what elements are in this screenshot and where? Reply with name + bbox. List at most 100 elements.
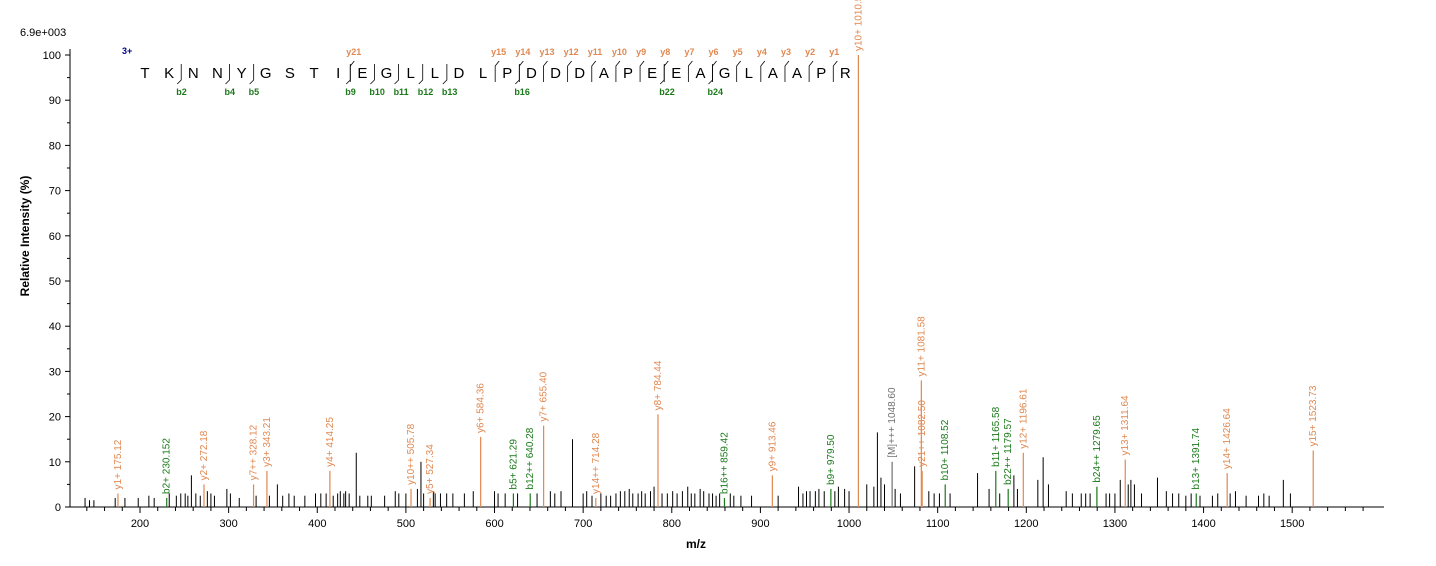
peak-label: b22++ 1179.57 [1003, 418, 1014, 485]
b-ion-label: b24 [708, 87, 724, 97]
peak-label: b2+ 230.152 [162, 438, 173, 494]
y-ion-label: y11 [588, 47, 603, 57]
y-cleavage-mark [615, 60, 621, 82]
residue: G [381, 65, 393, 82]
peak-label: y8+ 784.44 [653, 360, 664, 410]
y-cleavage-mark [760, 60, 766, 82]
y-tick-label: 60 [49, 231, 61, 243]
residue: S [285, 65, 295, 82]
residue: D [526, 65, 537, 82]
b-ion-label: b5 [249, 87, 260, 97]
residue: P [502, 65, 512, 82]
y-cleavage-mark [832, 60, 838, 82]
residue: N [212, 65, 223, 82]
x-tick-label: 300 [219, 518, 237, 530]
charge-state: 3+ [122, 46, 132, 56]
y-ion-label: y10 [612, 47, 627, 57]
residue: Y [237, 65, 247, 82]
y-tick-label: 0 [55, 502, 61, 514]
residue: K [164, 65, 174, 82]
y-tick-label: 80 [49, 140, 61, 152]
peak-label: b16++ 859.42 [719, 432, 730, 494]
peak-label: b13+ 1391.74 [1191, 428, 1202, 490]
y-ion-label: y13 [539, 47, 554, 57]
peak-label: b10+ 1108.52 [940, 419, 951, 480]
peak-label: b24++ 1279.65 [1092, 415, 1103, 483]
y-tick-label: 70 [49, 186, 61, 198]
b-cleavage-mark [370, 64, 375, 85]
b-ion-label: b11 [394, 87, 409, 97]
y-ion-label: y3 [781, 47, 791, 57]
peak-label: y14++ 714.28 [591, 432, 602, 494]
peak-label: y3+ 343.21 [262, 417, 273, 467]
peak-label: y15+ 1523.73 [1308, 385, 1319, 446]
residue: E [671, 65, 681, 82]
x-tick-label: 500 [397, 518, 415, 530]
y-cleavage-mark [349, 60, 355, 82]
peak-labels: y1+ 175.12 b2+ 230.152 y2+ 272.18 y7++ 328.… [113, 0, 1319, 494]
y-cleavage-mark [687, 60, 693, 82]
y-ion-label: y15 [491, 47, 506, 57]
y-cleavage-mark [591, 60, 597, 82]
y-ion-label: y9 [636, 47, 646, 57]
y-ion-label: y4 [757, 47, 767, 57]
y-axis: 0 10 20 30 40 50 60 70 80 90 100 [43, 49, 71, 514]
residue: D [454, 65, 465, 82]
peak-label: b9+ 979.50 [826, 434, 837, 485]
peak-label: y4+ 414.25 [325, 417, 336, 467]
peak-label: y14+ 1426.64 [1222, 408, 1233, 469]
residue: R [840, 65, 851, 82]
b-cleavage-mark [249, 64, 255, 85]
residue: P [816, 65, 826, 82]
y-axis-title: Relative Intensity (%) [18, 176, 32, 297]
residue: A [695, 65, 705, 82]
b-cleavage-mark [225, 64, 230, 85]
residue: A [792, 65, 802, 82]
y-ion-label: y7 [684, 47, 694, 57]
peptide-sequence: 3+T K N N Y G S T I E G L L D L P D D D A P E E A G L A A P Rb2 b4 b5 b9… [122, 46, 851, 97]
b-ion-label: b16 [514, 87, 530, 97]
residue: G [719, 65, 731, 82]
b-cleavage-mark [394, 64, 399, 85]
peak-label: y13+ 1311.64 [1120, 395, 1131, 456]
y-ion-label: y8 [660, 47, 670, 57]
y-cleavage-mark [518, 60, 524, 82]
y-tick-label: 50 [49, 276, 61, 288]
x-tick-label: 200 [131, 518, 149, 530]
peak-label: y7++ 328.12 [249, 424, 260, 480]
residue: L [745, 65, 753, 82]
x-tick-label: 1100 [926, 518, 950, 530]
residue: D [550, 65, 561, 82]
y-ion-label: y14 [515, 47, 530, 57]
residue: A [768, 65, 778, 82]
b-cleavage-mark [176, 64, 182, 85]
b-ion-label: b4 [225, 87, 236, 97]
peak-label: y10+ 1010.54 [853, 0, 864, 51]
x-tick-label: 700 [574, 518, 592, 530]
y-tick-label: 100 [43, 50, 61, 62]
peak-label: [M]+++ 1048.60 [887, 387, 898, 458]
peak-label: y9+ 913.46 [767, 421, 778, 471]
peak-label: y10++ 505.78 [406, 423, 417, 485]
x-axis-title: m/z [686, 537, 706, 551]
b-cleavage-mark [515, 64, 520, 85]
peak-label: b12++ 640.28 [525, 427, 536, 489]
peak-label: y11+ 1081.58 [916, 316, 927, 377]
b-cleavage-mark [659, 64, 665, 85]
b-ion-label: b12 [418, 87, 434, 97]
peak-label: y21++ 1082.50 [917, 400, 928, 467]
peak-label: y1+ 175.12 [113, 439, 124, 489]
x-tick-label: 1500 [1280, 518, 1304, 530]
peak-label: y12+ 1196.61 [1018, 388, 1029, 449]
y-cleavage-mark [663, 60, 669, 82]
y-tick-label: 40 [49, 321, 61, 333]
residue: E [357, 65, 367, 82]
y-tick-label: 30 [49, 366, 61, 378]
b-ion-label: b9 [345, 87, 356, 97]
y-ion-label: y5 [733, 47, 743, 57]
residue: I [336, 65, 340, 82]
b-cleavage-mark [345, 64, 351, 85]
y-ion-label: y2 [805, 47, 815, 57]
y-cleavage-mark [808, 60, 814, 82]
x-tick-label: 1200 [1014, 518, 1038, 530]
